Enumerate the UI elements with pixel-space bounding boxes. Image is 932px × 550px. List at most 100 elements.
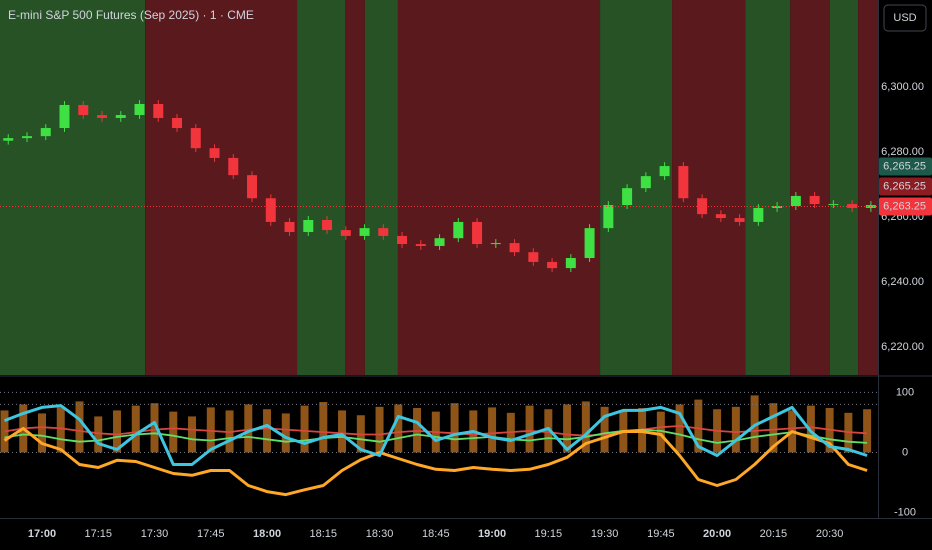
trend-band <box>829 0 859 375</box>
x-tick-label: 19:30 <box>591 528 619 540</box>
osc-tick-label: 100 <box>896 386 914 398</box>
trend-band <box>790 0 830 375</box>
candle-body <box>547 261 558 269</box>
candle-body <box>97 115 108 118</box>
candle-body <box>734 218 745 222</box>
candle-body <box>153 103 164 118</box>
histogram-bar <box>769 403 778 453</box>
oscillator-line <box>4 425 868 437</box>
candle-body <box>59 104 70 129</box>
candle-body <box>490 243 501 245</box>
price-label: 6,263.25 <box>883 200 926 212</box>
histogram-bar <box>131 405 140 453</box>
x-tick-label: 20:15 <box>760 528 788 540</box>
histogram-bar <box>488 407 497 453</box>
x-tick-label: 17:15 <box>84 528 112 540</box>
currency-button[interactable] <box>883 4 927 32</box>
osc-tick-label: -100 <box>894 506 916 518</box>
candle-body <box>509 243 520 253</box>
trend-band <box>345 0 365 375</box>
price-label-box <box>879 157 932 176</box>
candle-body <box>528 252 539 262</box>
candle-body <box>584 228 595 259</box>
candle-body <box>322 219 333 231</box>
histogram-bar <box>56 407 65 453</box>
candle-body <box>678 166 689 199</box>
candle-body <box>640 176 651 189</box>
histogram-bar <box>94 416 103 453</box>
histogram-bar <box>75 401 84 453</box>
candle-body <box>434 238 445 246</box>
candle-body <box>378 228 389 236</box>
histogram-bar <box>656 411 665 453</box>
x-tick-label: 17:30 <box>141 528 169 540</box>
x-tick-label: 19:45 <box>647 528 675 540</box>
candle-body <box>790 195 801 207</box>
x-tick-label: 18:15 <box>310 528 338 540</box>
histogram-bar <box>244 404 253 453</box>
candle-body <box>753 207 764 222</box>
trend-band <box>858 0 878 375</box>
candle-body <box>190 128 201 149</box>
x-tick-label: 17:45 <box>197 528 225 540</box>
candle-body <box>134 103 145 116</box>
candle-body <box>397 235 408 245</box>
histogram-bar <box>731 406 740 453</box>
oscillator-line <box>4 428 868 444</box>
price-pane <box>0 0 878 375</box>
candle-body <box>247 175 258 199</box>
histogram-bar <box>150 403 159 453</box>
histogram-bar <box>394 404 403 453</box>
histogram-bar <box>375 406 384 453</box>
x-tick-label: 19:15 <box>535 528 563 540</box>
candle-body <box>115 115 126 118</box>
x-tick-label: 17:00 <box>28 528 56 540</box>
candle-body <box>265 198 276 222</box>
histogram-bar <box>675 404 684 453</box>
candle-body <box>415 244 426 246</box>
histogram-bar <box>38 413 47 453</box>
candle-body <box>3 138 14 141</box>
x-tick-label: 18:00 <box>253 528 281 540</box>
histogram-bar <box>450 403 459 453</box>
candle-body <box>622 188 633 206</box>
oscillator-line <box>3 426 868 497</box>
trend-band <box>364 0 398 375</box>
histogram-bar <box>113 410 122 453</box>
currency-label[interactable]: USD <box>893 12 916 24</box>
histogram-bar <box>281 413 290 453</box>
candle-body <box>472 221 483 245</box>
price-label: 6,265.25 <box>883 160 926 172</box>
candle-body <box>78 104 89 116</box>
histogram-bar <box>544 409 553 453</box>
osc-tick-label: 0 <box>902 446 908 458</box>
price-label-box <box>879 177 932 196</box>
candle-body <box>284 221 295 233</box>
candle-body <box>565 258 576 269</box>
histogram-bar <box>188 416 197 453</box>
candle-body <box>809 195 820 205</box>
candle-body <box>359 228 370 236</box>
oscillator-line <box>3 404 868 466</box>
histogram-bar <box>338 410 347 453</box>
y-tick-label: 6,300.00 <box>881 81 924 93</box>
candle-body <box>659 166 670 177</box>
oscillator-pane <box>0 375 932 497</box>
chart-title: E-mini S&P 500 Futures (Sep 2025) · 1 · … <box>8 8 254 22</box>
trend-band <box>297 0 346 375</box>
trend-band <box>600 0 673 375</box>
histogram-bar <box>694 399 703 453</box>
candle-body <box>22 136 33 139</box>
price-label-box <box>879 197 932 216</box>
candle-body <box>209 148 220 158</box>
candle-body <box>453 221 464 239</box>
histogram-bar <box>525 405 534 453</box>
y-tick-label: 6,280.00 <box>881 146 924 158</box>
candle-body <box>228 157 239 176</box>
candle-body <box>603 205 614 229</box>
trend-band <box>145 0 298 375</box>
y-tick-label: 6,240.00 <box>881 276 924 288</box>
